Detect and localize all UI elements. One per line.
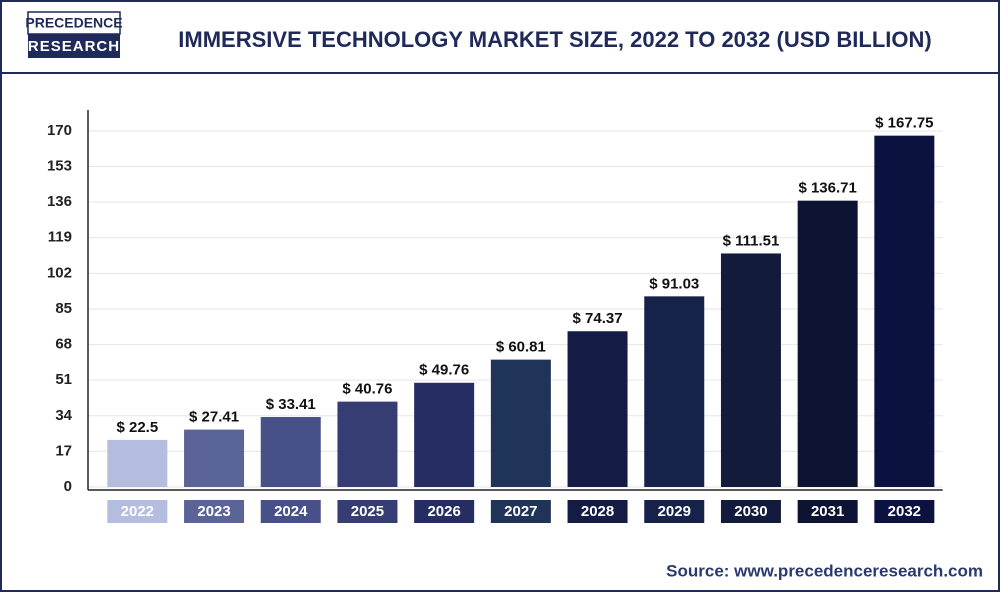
y-tick-label: 119 [48,229,72,246]
logo-line1: PRECEDENCE [25,15,122,31]
value-label: $ 111.51 [723,232,780,249]
value-label: $ 74.37 [573,310,623,327]
y-tick-label: 170 [47,122,72,139]
x-tick-box [720,500,781,523]
x-tick-label: 2022 [121,503,154,520]
y-tick-label: 17 [55,442,72,459]
x-tick-box [490,500,551,523]
x-tick-box [184,500,245,523]
y-tick-label: 136 [47,193,72,210]
value-label: $ 22.5 [116,419,158,436]
x-tick-box [644,500,705,523]
bar [184,429,245,487]
logo-box-bottom [28,34,120,58]
x-tick-label: 2023 [197,503,230,520]
bar [644,296,705,487]
x-tick-box [107,500,168,523]
x-tick-box [797,500,858,523]
y-tick-label: 68 [55,336,72,353]
x-tick-label: 2031 [811,503,844,520]
bar [107,439,168,487]
value-label: $ 33.41 [266,396,316,413]
bar [874,135,935,487]
y-tick-label: 0 [64,478,72,495]
bar [260,417,321,487]
x-tick-label: 2026 [427,503,460,520]
value-label: $ 167.75 [875,115,933,132]
y-tick-label: 51 [55,371,72,388]
source: Source: www.precedenceresearch.com [666,561,983,580]
x-tick-box [874,500,935,523]
x-tick-box [414,500,475,523]
value-label: $ 60.81 [496,339,546,356]
value-label: $ 49.76 [419,362,469,379]
x-tick-label: 2025 [351,503,384,520]
x-tick-label: 2024 [274,503,308,520]
y-tick-label: 153 [47,158,72,175]
y-tick-label: 85 [55,300,72,317]
x-tick-label: 2030 [734,503,767,520]
value-label: $ 91.03 [649,275,699,292]
value-label: $ 136.71 [798,180,856,197]
x-tick-box [567,500,628,523]
bar [720,253,781,487]
value-label: $ 40.76 [342,381,392,398]
value-label: $ 27.41 [189,409,239,426]
x-tick-box [337,500,398,523]
x-tick-label: 2032 [888,503,921,520]
bar [797,200,858,487]
bar [567,331,628,487]
y-tick-label: 102 [47,264,72,281]
chart-title: IMMERSIVE TECHNOLOGY MARKET SIZE, 2022 T… [178,27,931,52]
bar [337,401,398,487]
logo-line2: RESEARCH [28,38,120,55]
y-tick-label: 34 [55,407,72,424]
bar [414,382,475,487]
x-tick-box [260,500,321,523]
x-tick-label: 2029 [658,503,691,520]
x-tick-label: 2028 [581,503,614,520]
bar [490,359,551,487]
x-tick-label: 2027 [504,503,537,520]
